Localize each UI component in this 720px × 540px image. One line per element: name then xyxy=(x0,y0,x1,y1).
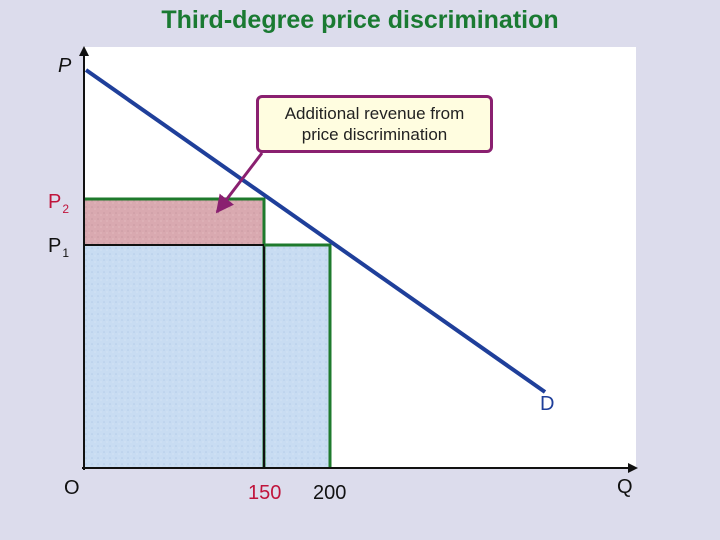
callout-box: Additional revenue from price discrimina… xyxy=(256,95,493,153)
price-p2-subscript: 2 xyxy=(62,202,70,216)
price-p1-label: P1 xyxy=(48,235,69,259)
quantity-150-label: 150 xyxy=(248,482,282,504)
additional-revenue-area xyxy=(84,199,264,245)
x-axis-label: Q xyxy=(617,476,633,498)
x-axis-arrow xyxy=(628,463,638,473)
callout-arrow xyxy=(215,152,264,214)
origin-label: O xyxy=(64,477,80,499)
callout-line-1: Additional revenue from xyxy=(284,103,465,123)
y-axis-label: P xyxy=(58,55,72,77)
demand-label: D xyxy=(540,393,555,415)
callout-line-2: price discrimination xyxy=(301,125,448,144)
demand-curve xyxy=(84,68,547,394)
price-p2-label: P2 xyxy=(48,191,69,215)
price-p1-line xyxy=(264,243,332,468)
price-p1-subscript: 1 xyxy=(62,246,70,260)
price-p1-main: P xyxy=(48,235,62,257)
y-axis-arrow xyxy=(79,46,89,56)
price-p2-main: P xyxy=(48,191,62,213)
base-revenue-area xyxy=(84,245,330,468)
quantity-200-label: 200 xyxy=(313,482,347,504)
slide-title: Third-degree price discrimination xyxy=(161,6,559,34)
